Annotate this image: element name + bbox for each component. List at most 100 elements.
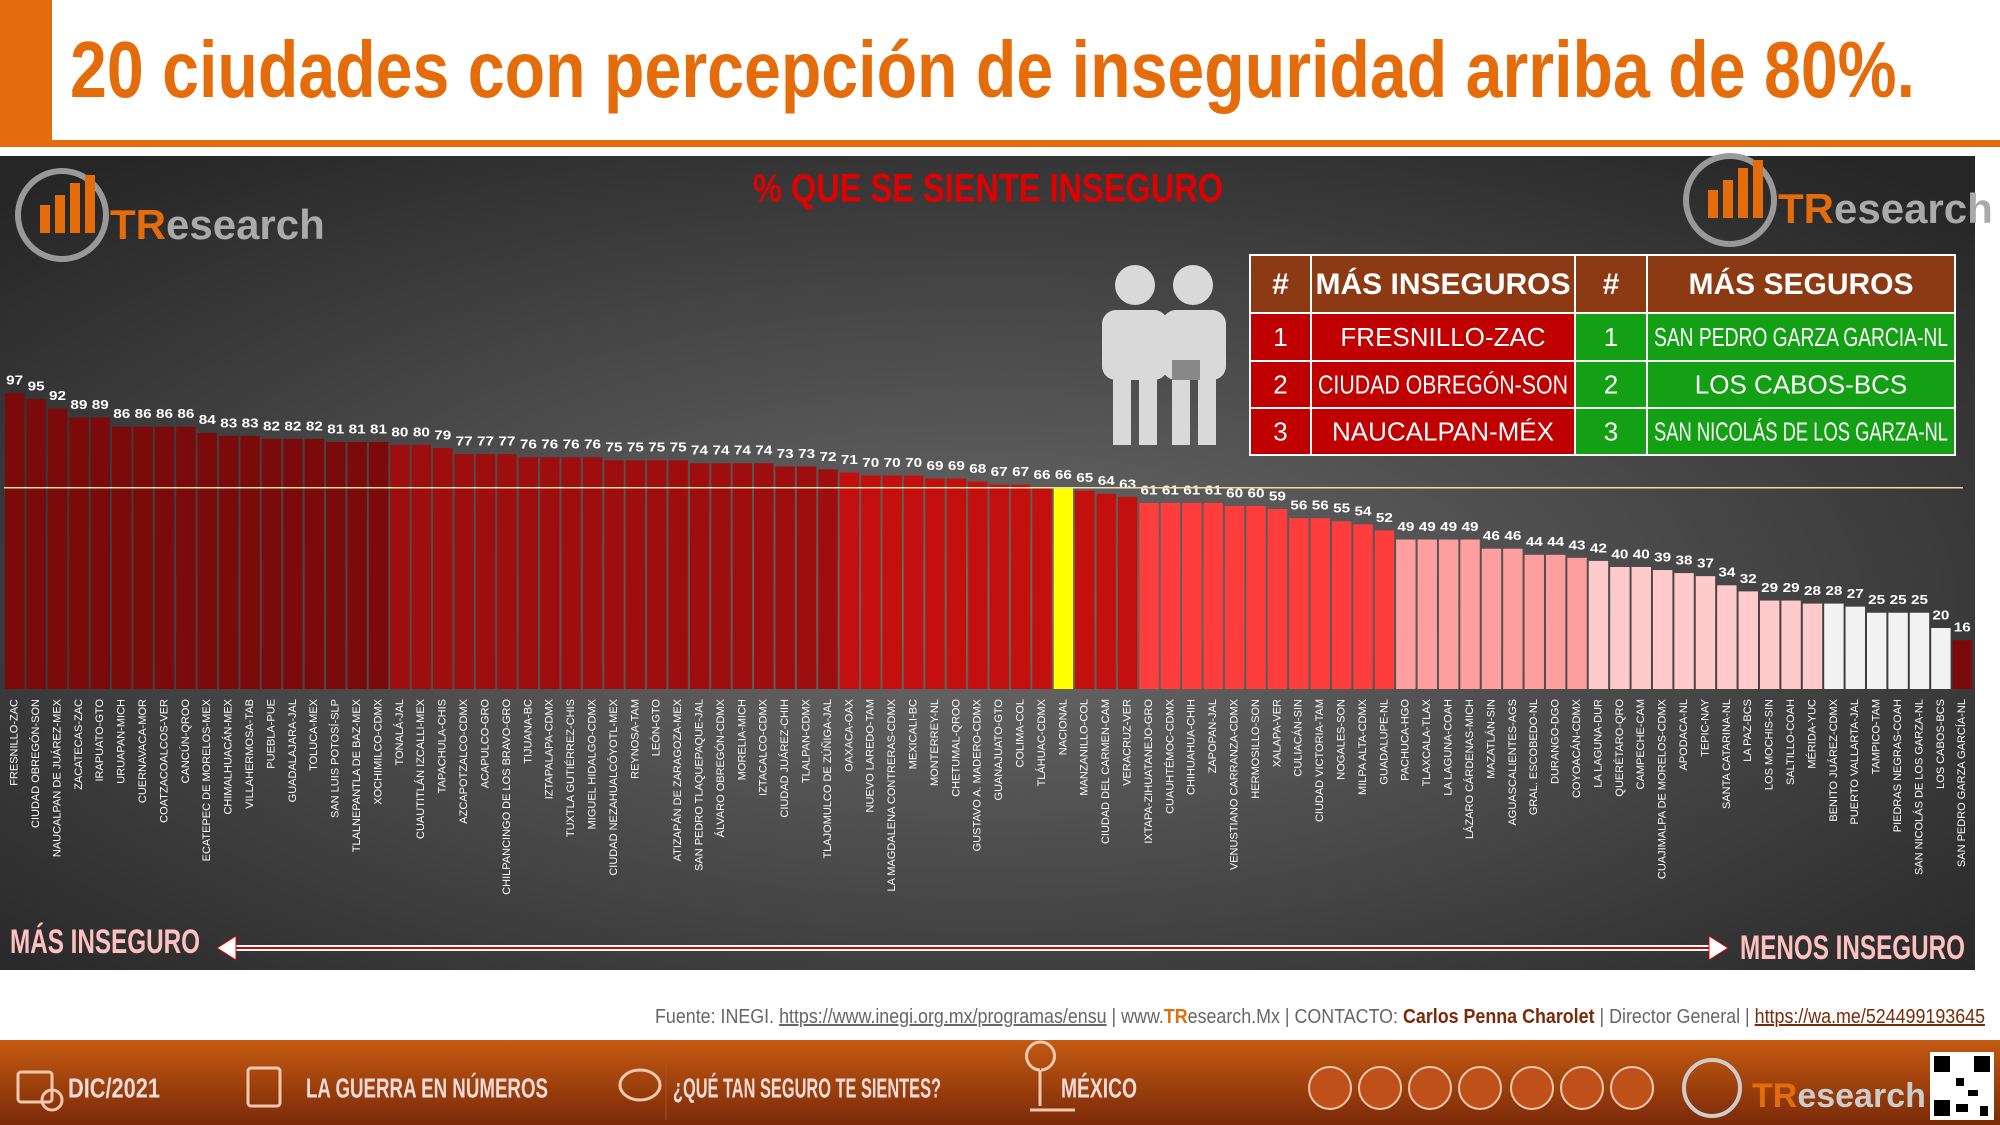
category-label: GUANAJUATO-GTO [993, 699, 1005, 801]
bar [1674, 573, 1694, 689]
logo-tr: TR [1752, 1077, 1797, 1115]
value-label: 44 [1547, 534, 1565, 549]
category-label: MIGUEL HIDALGO-CDMX [586, 698, 598, 829]
table-cell [1646, 407, 1956, 456]
value-label: 16 [1954, 620, 1971, 635]
bar [176, 426, 196, 689]
bar [711, 463, 731, 689]
category-label: MAZATLÁN-SIN [1484, 699, 1497, 779]
table-header-cell [1310, 254, 1576, 314]
bar [497, 454, 517, 689]
value-label: 29 [1761, 580, 1778, 595]
bar [1160, 502, 1181, 689]
value-label: 46 [1483, 528, 1500, 543]
bar [347, 441, 367, 689]
value-label: 83 [220, 415, 237, 430]
right-annotation: MENOS INSEGURO [1740, 929, 1965, 967]
value-label: 52 [1376, 510, 1393, 525]
bottom-country[interactable]: MÉXICO [1061, 1072, 1137, 1103]
bar [1139, 502, 1159, 689]
value-label: 80 [391, 424, 408, 439]
bar [1524, 554, 1544, 689]
category-label: CIUDAD OBREGÓN-SON [29, 699, 42, 828]
bar [390, 445, 410, 689]
category-label: OAXACA-OAX [843, 698, 855, 771]
logo-rest: esearch [1834, 185, 1993, 232]
site-prefix: | www. [1107, 1006, 1164, 1028]
category-label: GRAL. ESCOBEDO-NL [1528, 699, 1540, 815]
value-label: 73 [798, 446, 815, 461]
bar [368, 441, 389, 689]
bar [1888, 612, 1908, 689]
value-label: 60 [1248, 485, 1265, 500]
category-label: CUERNAVACA-MOR [137, 699, 149, 803]
bar [1374, 530, 1395, 689]
bar [518, 457, 539, 689]
category-label: CUAUTITLÁN IZCALLI-MEX [414, 698, 427, 839]
value-label: 55 [1333, 501, 1350, 516]
value-label: 76 [520, 437, 537, 452]
bar [1310, 518, 1330, 689]
bottom-series[interactable]: LA GUERRA EN NÚMEROS [306, 1072, 548, 1103]
table-cell [1310, 312, 1576, 362]
category-label: APODACA-NL [1678, 699, 1690, 771]
bar [1503, 548, 1523, 689]
source-link[interactable]: https://www.inegi.org.mx/programas/ensu [779, 1006, 1107, 1028]
category-label: HERMOSILLO-SON [1250, 699, 1262, 799]
category-label: TLÁHUAC-CDMX [1035, 698, 1048, 786]
value-label: 69 [948, 458, 965, 473]
bar [1396, 539, 1416, 689]
value-label: 81 [327, 421, 344, 436]
table-cell [1249, 360, 1312, 409]
value-label: 61 [1205, 482, 1222, 497]
direction-arrow [216, 935, 1729, 961]
bar [1824, 603, 1844, 689]
social-icons[interactable] [1308, 1066, 1654, 1110]
value-label: 37 [1697, 556, 1714, 571]
value-label: 54 [1355, 504, 1373, 519]
contact-link[interactable]: https://wa.me/524499193645 [1755, 1006, 1985, 1028]
value-label: 61 [1162, 482, 1179, 497]
value-label: 92 [49, 388, 66, 403]
value-label: 77 [498, 434, 515, 449]
value-label: 76 [563, 437, 580, 452]
bar [1695, 576, 1716, 689]
bar [668, 460, 688, 689]
category-label: LOS MOCHIS-SIN [1764, 699, 1776, 790]
category-label: GUSTAVO A. MADERO-CDMX [972, 698, 984, 851]
category-label: GUADALUPE-NL [1378, 699, 1390, 785]
bar [1096, 493, 1116, 689]
category-label: IZTAPALAPA-CDMX [544, 698, 556, 799]
category-label: BENITO JUÁREZ-CDMX [1827, 698, 1840, 821]
value-label: 56 [1290, 498, 1307, 513]
logo-tr: TR [110, 201, 166, 248]
logo-rest: esearch [1797, 1077, 1926, 1115]
value-label: 39 [1654, 549, 1671, 564]
value-label: 49 [1462, 519, 1479, 534]
bar [1545, 554, 1566, 689]
table-cell-text: 3 [1273, 416, 1287, 446]
category-label: MANZANILLO-COL [1079, 699, 1091, 796]
bar [1032, 487, 1052, 689]
value-label: 79 [434, 427, 451, 442]
bar [1203, 502, 1223, 689]
category-label: SANTA CATARINA-NL [1721, 699, 1733, 809]
category-label: URUAPAN-MICH [116, 699, 128, 784]
value-label: 86 [113, 406, 130, 421]
bar-chart: 97 FRESNILLO-ZAC 95 CIUDAD OBREGÓN-SON 92 NAU… [4, 373, 1972, 895]
category-label: PUERTO VALLARTA-JAL [1849, 699, 1861, 825]
bar [989, 484, 1009, 689]
value-label: 68 [969, 461, 986, 476]
bar [839, 472, 860, 689]
bar [433, 448, 453, 689]
bar [1182, 502, 1202, 689]
value-label: 74 [755, 443, 773, 458]
value-label: 20 [1932, 607, 1949, 622]
value-label: 73 [777, 446, 794, 461]
bottom-topic[interactable]: ¿QUÉ TAN SEGURO TE SIENTES? [673, 1072, 941, 1103]
category-label: IXTAPA-ZIHUATANEJO-GRO [1143, 699, 1155, 844]
value-label: 72 [819, 449, 836, 464]
table-cell [1310, 407, 1576, 456]
bar [946, 478, 967, 689]
